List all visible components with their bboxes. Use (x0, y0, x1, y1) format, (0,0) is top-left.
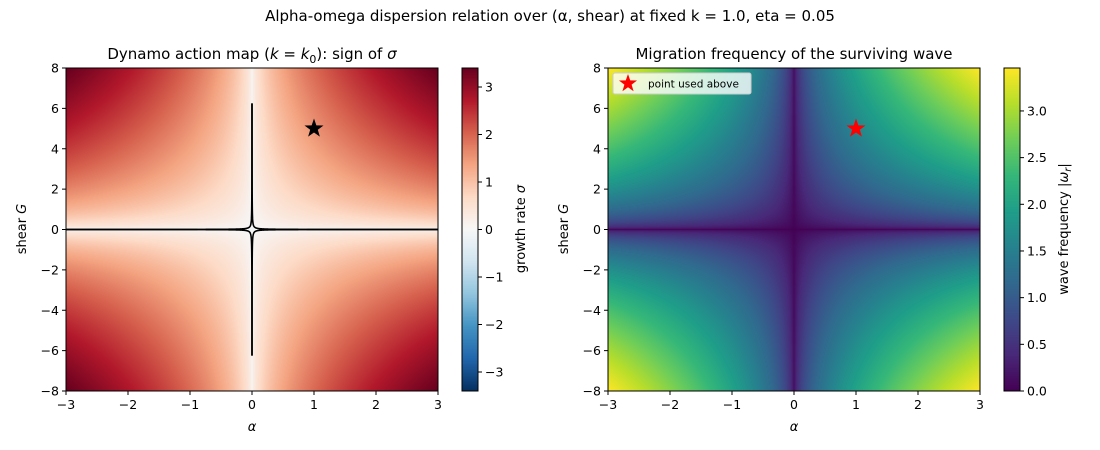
colorbar-tick-label: 2.0 (1027, 197, 1047, 212)
panel1-x-label: α (248, 420, 257, 435)
legend-box (612, 72, 752, 95)
panel2-colorbar-frame (1003, 67, 1021, 392)
colorbar-tick-label: 2.5 (1027, 150, 1047, 165)
x-tick-label: 1 (852, 397, 860, 412)
panel2-colorbar-ticks: 0.0 0.5 1.0 1.5 2.0 2.5 3.0 (1020, 103, 1047, 399)
selected-point-marker (304, 118, 324, 137)
x-tick-label: −1 (723, 397, 741, 412)
panel1-colorbar-ticks: −3 −2 −1 0 1 2 3 (478, 80, 503, 380)
y-tick-label: −8 (583, 384, 601, 399)
panel1-x-ticks: −3 −2 −1 0 1 2 3 (57, 391, 442, 412)
y-tick-label: −4 (41, 303, 59, 318)
colorbar-tick-label: −3 (485, 365, 503, 380)
sigma-zero-contour-branch (66, 228, 253, 356)
panel1-y-label: shear G (15, 204, 30, 255)
panel1-title: Dynamo action map (k = k0): sign of σ (107, 45, 397, 66)
y-tick-label: −6 (583, 343, 601, 358)
y-tick-label: 4 (593, 141, 601, 156)
panel-growth-rate: Dynamo action map (k = k0): sign of σ −3… (15, 45, 529, 435)
y-tick-label: −6 (41, 343, 59, 358)
x-tick-label: 2 (372, 397, 380, 412)
x-tick-label: −3 (57, 397, 75, 412)
growth-rate-colorbar (462, 68, 478, 391)
selected-point-marker (846, 118, 866, 137)
legend-entry-label: point used above (648, 79, 739, 91)
colorbar-tick-label: 0.0 (1027, 384, 1047, 399)
colorbar-tick-label: −1 (485, 270, 503, 285)
y-tick-label: 0 (593, 222, 601, 237)
wave-frequency-heatmap (608, 68, 980, 391)
figure-suptitle: Alpha-omega dispersion relation over (α,… (265, 7, 835, 25)
y-tick-label: −4 (583, 303, 601, 318)
x-tick-label: 0 (790, 397, 798, 412)
panel1-colorbar-label: growth rate σ (514, 184, 529, 273)
wave-frequency-colorbar (1004, 68, 1020, 391)
panel2-x-label: α (790, 420, 799, 435)
y-tick-label: 6 (593, 101, 601, 116)
y-tick-label: −2 (583, 262, 601, 277)
y-tick-label: −2 (41, 262, 59, 277)
legend-star-icon (618, 74, 638, 92)
zero-growth-contour (66, 103, 438, 356)
panel2-x-ticks: −3 −2 −1 0 1 2 3 (599, 391, 984, 412)
y-tick-label: −8 (41, 384, 59, 399)
panel1-y-ticks: −8 −6 −4 −2 0 2 4 6 8 (41, 61, 66, 399)
colorbar-tick-label: 0 (485, 222, 493, 237)
colorbar-tick-label: −2 (485, 317, 503, 332)
x-tick-label: −2 (661, 397, 679, 412)
panel2-title: Migration frequency of the surviving wav… (635, 45, 952, 63)
panel2-colorbar-label: wave frequency |ωr| (1057, 163, 1074, 295)
y-tick-label: 2 (51, 182, 59, 197)
y-tick-label: 8 (51, 61, 59, 76)
y-tick-label: 0 (51, 222, 59, 237)
colorbar-tick-label: 3 (485, 80, 493, 95)
x-tick-label: −3 (599, 397, 617, 412)
marker-star-icon (304, 118, 324, 137)
x-tick-label: 3 (976, 397, 984, 412)
panel2-y-ticks: −8 −6 −4 −2 0 2 4 6 8 (583, 61, 608, 399)
colorbar-tick-label: 2 (485, 127, 493, 142)
x-tick-label: −2 (119, 397, 137, 412)
colorbar-tick-label: 3.0 (1027, 103, 1047, 118)
x-tick-label: 1 (310, 397, 318, 412)
y-tick-label: 8 (593, 61, 601, 76)
panel2-legend: point used above (612, 72, 752, 95)
x-tick-label: 3 (434, 397, 442, 412)
y-tick-label: 2 (593, 182, 601, 197)
colorbar-tick-label: 1.0 (1027, 290, 1047, 305)
x-tick-label: −1 (181, 397, 199, 412)
x-tick-label: 2 (914, 397, 922, 412)
panel2-y-label: shear G (557, 204, 572, 255)
colorbar-tick-label: 0.5 (1027, 337, 1047, 352)
panel-wave-frequency: Migration frequency of the surviving wav… (557, 45, 1074, 435)
y-tick-label: 6 (51, 101, 59, 116)
marker-star-icon (846, 118, 866, 137)
colorbar-tick-label: 1.5 (1027, 243, 1047, 258)
legend-marker-star (618, 74, 638, 92)
x-tick-label: 0 (248, 397, 256, 412)
colorbar-tick-label: 1 (485, 175, 493, 190)
y-tick-label: 4 (51, 141, 59, 156)
